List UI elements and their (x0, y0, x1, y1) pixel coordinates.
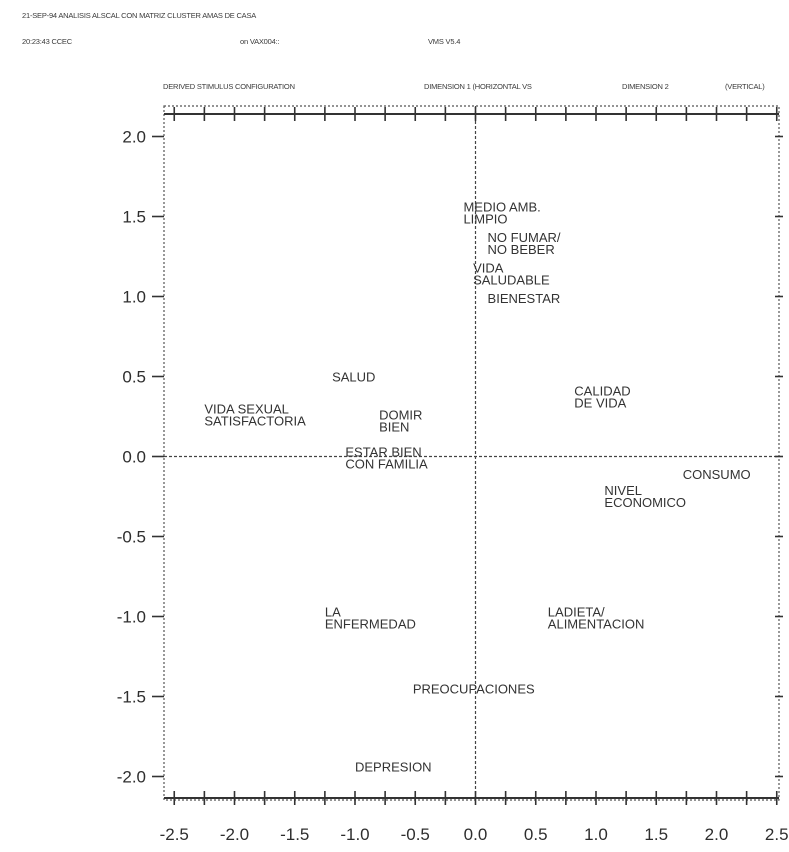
point-label-line: BIEN (379, 420, 409, 435)
point-label: ESTAR BIEN CON FAMILIA (345, 445, 428, 472)
point-label: CONSUMO (683, 467, 751, 482)
point-label-line: ALIMENTACION (548, 617, 645, 632)
point-label-line: VIDA SEXUAL (204, 401, 289, 416)
x-tick-label: -2.5 (160, 825, 189, 844)
point-label-line: ECONOMICO (604, 495, 686, 510)
point-label-line: PREOCUPACIONES (413, 681, 535, 696)
y-tick-label: -0.5 (117, 528, 146, 547)
x-tick-label: 0.5 (524, 825, 548, 844)
point-label-line: NO FUMAR/ (488, 230, 561, 245)
y-tick-label: 1.0 (122, 288, 146, 307)
point-label-line: VIDA (473, 261, 504, 276)
header-time: 20:23:43 CCEC (22, 37, 72, 46)
point-label: MEDIO AMB. LIMPIO (463, 200, 540, 227)
point-label-line: MEDIO AMB. (463, 200, 540, 215)
point-label: DOMIR BIEN (379, 408, 422, 435)
point-label-line: ESTAR BIEN (345, 445, 421, 460)
vertical-label: (VERTICAL) (725, 82, 765, 91)
x-tick-label: 2.5 (765, 825, 789, 844)
x-tick-label: -1.0 (340, 825, 369, 844)
point-label: LADIETA/ALIMENTACION (548, 605, 645, 632)
y-tick-label: 2.0 (122, 128, 146, 147)
header-host: on VAX004:: (240, 37, 280, 46)
point-label: SALUD (332, 369, 375, 384)
point-label-line: SALUD (332, 369, 375, 384)
y-tick-label: -2.0 (117, 768, 146, 787)
point-label-line: BIENESTAR (488, 291, 561, 306)
x-tick-label: -1.5 (280, 825, 309, 844)
point-label-line: CALIDAD (574, 384, 630, 399)
point-label-line: DEPRESION (355, 760, 432, 775)
point-label-line: LA (325, 605, 341, 620)
dimension-2-label: DIMENSION 2 (622, 82, 669, 91)
header-os-version: VMS V5.4 (428, 37, 461, 46)
point-label-line: SATISFACTORIA (204, 413, 306, 428)
y-tick-label: -1.5 (117, 688, 146, 707)
x-tick-label: 1.0 (584, 825, 608, 844)
point-label-line: CON FAMILIA (345, 457, 428, 472)
x-tick-label: -2.0 (220, 825, 249, 844)
point-label: VIDA SEXUAL SATISFACTORIA (204, 401, 306, 428)
point-label-line: ENFERMEDAD (325, 617, 416, 632)
point-label-line: NIVEL (604, 483, 642, 498)
plot-frame (163, 105, 780, 801)
y-tick-label: 1.5 (122, 208, 146, 227)
point-label-line: CONSUMO (683, 467, 751, 482)
point-label-line: LIMPIO (463, 212, 507, 227)
point-label: DEPRESION (355, 760, 432, 775)
point-label-line: SALUDABLE (473, 273, 550, 288)
header-line-1: 21-SEP-94 ANALISIS ALSCAL CON MATRIZ CLU… (22, 11, 257, 20)
y-tick-label: 0.5 (122, 368, 146, 387)
point-label-line: LADIETA/ (548, 605, 605, 620)
point-label-line: DOMIR (379, 408, 422, 423)
dimension-1-label: DIMENSION 1 (HORIZONTAL VS (424, 82, 532, 91)
point-label: CALIDAD DE VIDA (574, 384, 630, 411)
point-label-line: NO BEBER (488, 242, 555, 257)
point-label-line: DE VIDA (574, 396, 626, 411)
point-label: NO FUMAR/NO BEBER (488, 230, 561, 257)
y-tick-label: 0.0 (122, 448, 146, 467)
point-label: PREOCUPACIONES (413, 681, 535, 696)
x-tick-label: 1.5 (644, 825, 668, 844)
x-tick-label: 0.0 (464, 825, 488, 844)
x-tick-label: 2.0 (705, 825, 729, 844)
point-label: LA ENFERMEDAD (325, 605, 416, 632)
point-label: BIENESTAR (488, 291, 561, 306)
point-label: NIVEL ECONOMICO (604, 483, 686, 510)
x-tick-label: -0.5 (401, 825, 430, 844)
point-label: VIDA SALUDABLE (473, 261, 550, 288)
chart-title: DERIVED STIMULUS CONFIGURATION (163, 82, 295, 91)
y-tick-label: -1.0 (117, 608, 146, 627)
